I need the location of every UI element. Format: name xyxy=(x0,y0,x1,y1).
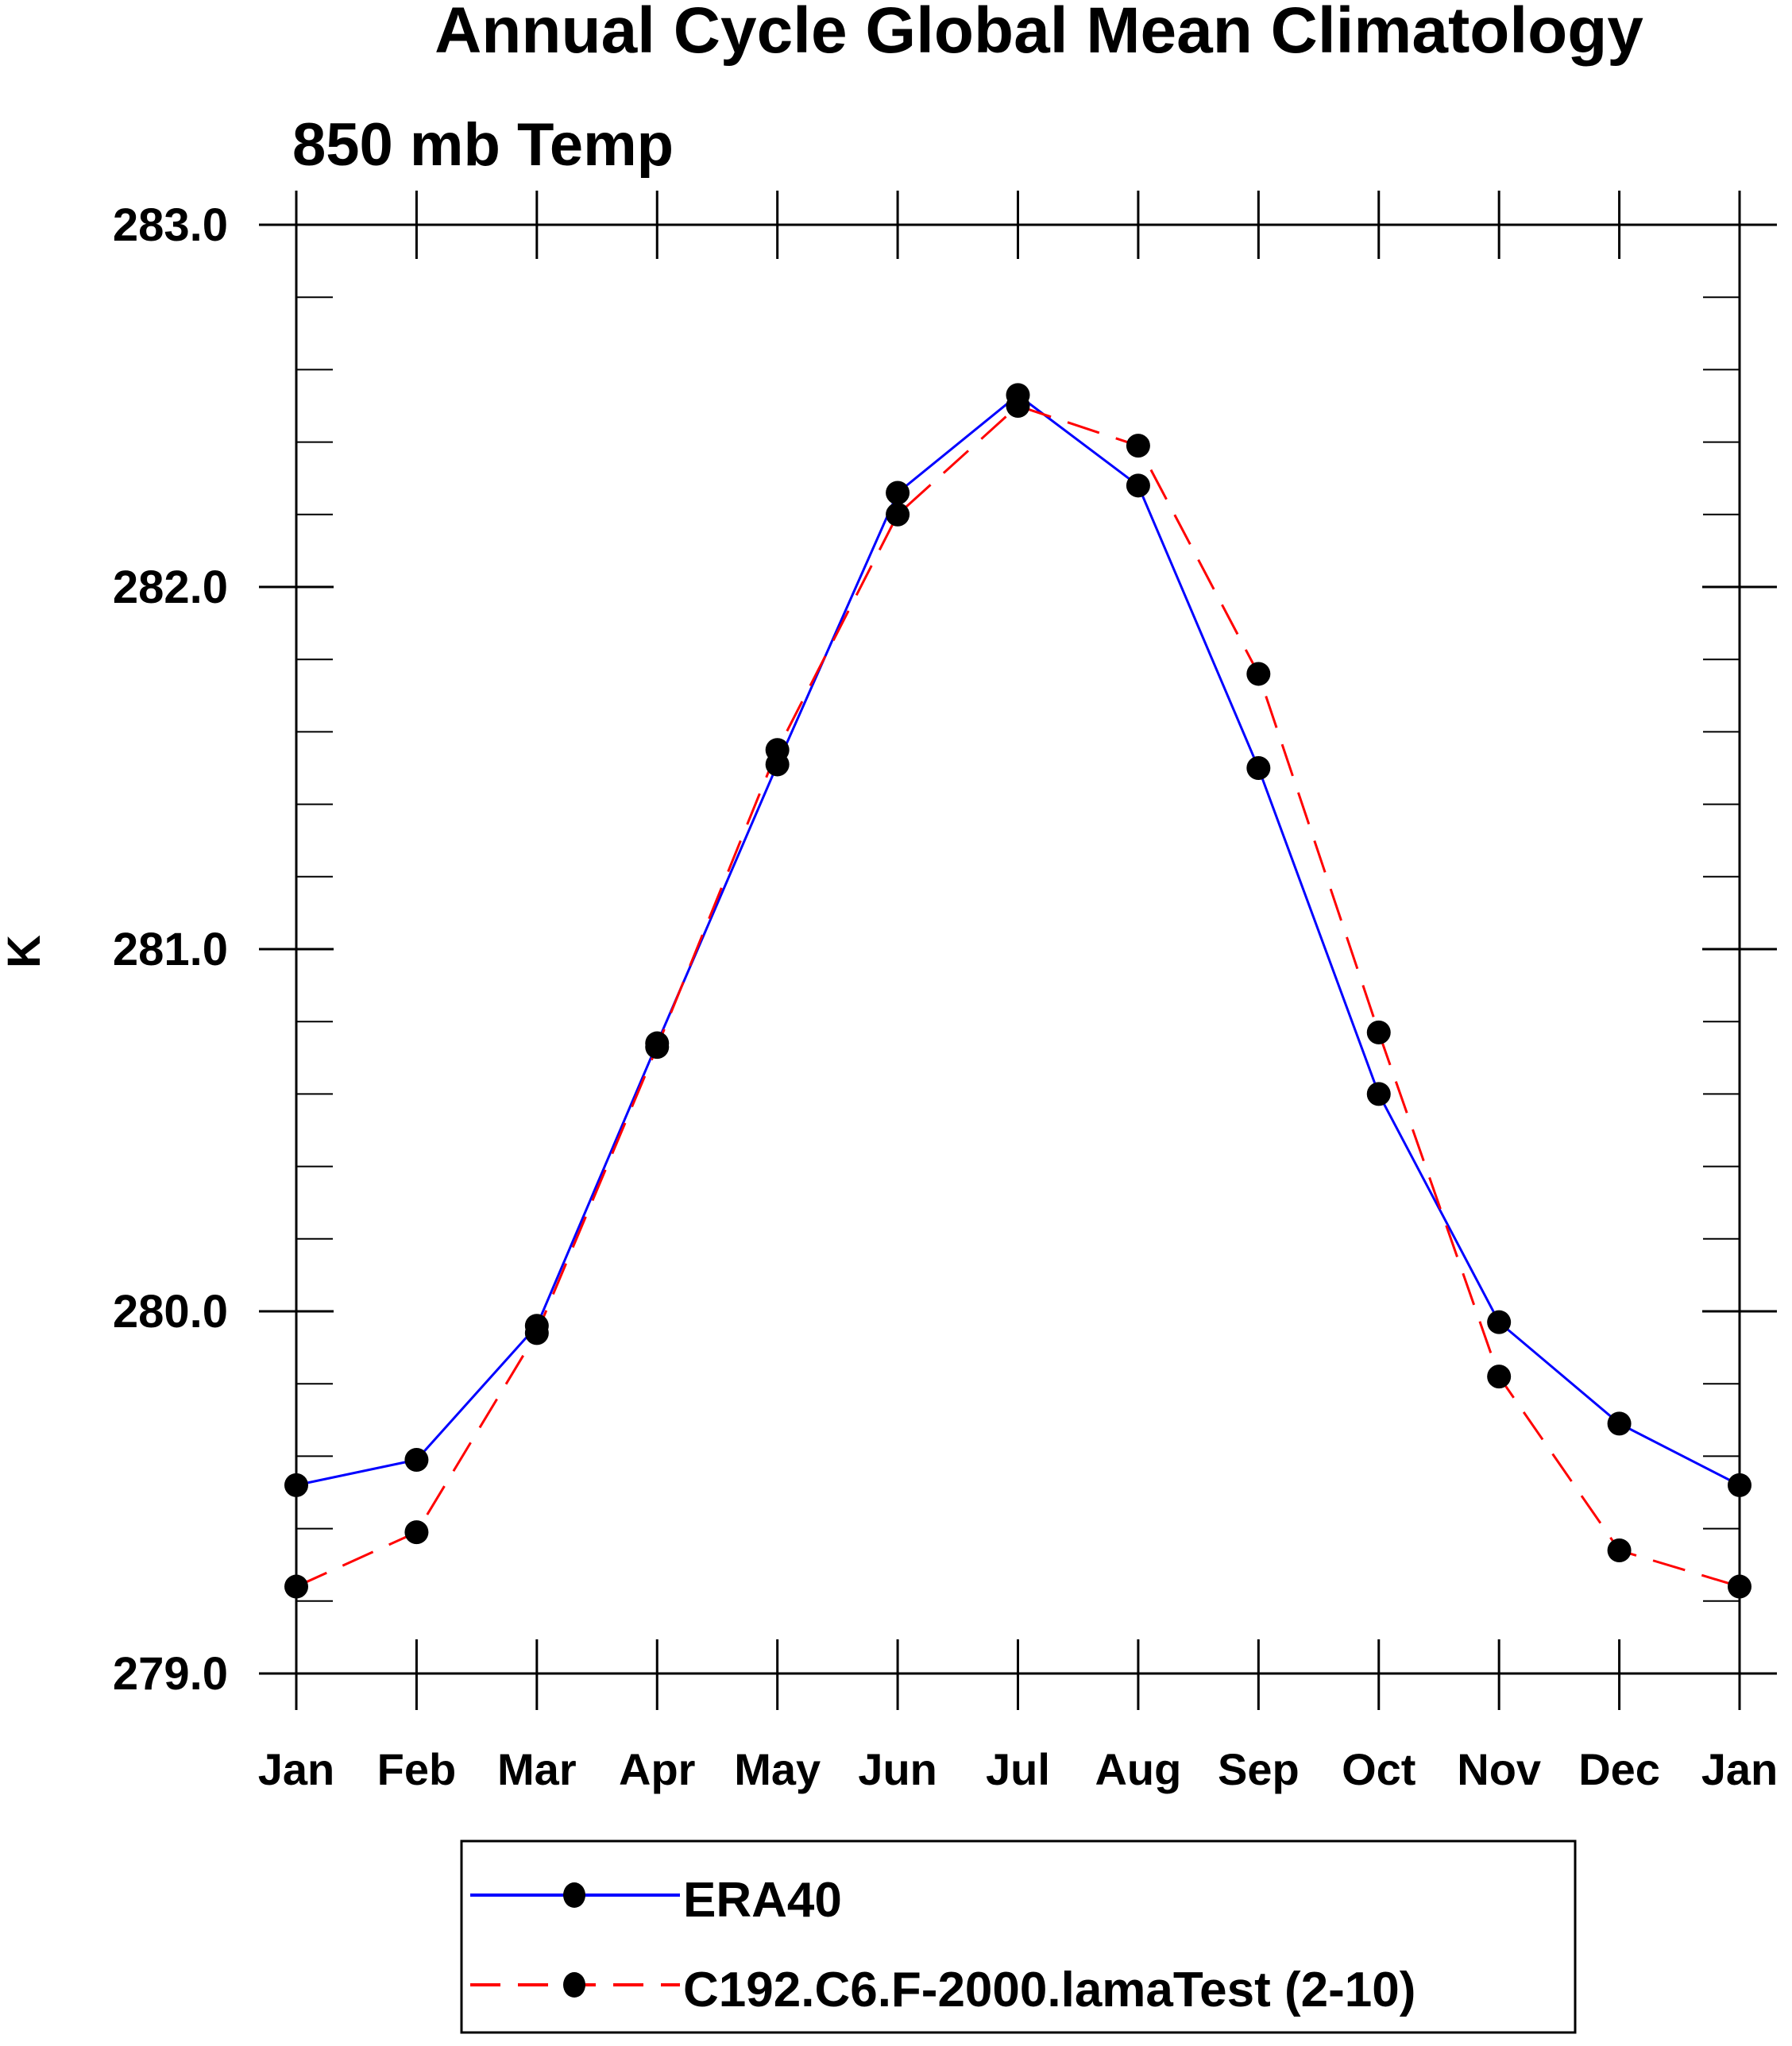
data-point-series-1 xyxy=(1728,1574,1751,1599)
series-line-0 xyxy=(295,393,1740,1487)
x-tick-label: Feb xyxy=(377,1744,457,1794)
legend-label-1: C192.C6.F-2000.lamaTest (2-10) xyxy=(683,1963,1415,2017)
x-tick-label: Jun xyxy=(858,1744,937,1794)
legend-marker-1 xyxy=(563,1972,585,1998)
data-point-series-1 xyxy=(645,1035,670,1060)
y-tick-label: 282.0 xyxy=(113,562,228,613)
x-tick-label: Dec xyxy=(1578,1744,1660,1794)
data-point-series-0 xyxy=(1126,473,1150,498)
x-tick-label: Jan xyxy=(258,1744,335,1794)
x-tick-label: Jan xyxy=(1701,1744,1778,1794)
data-point-series-0 xyxy=(1487,1310,1512,1334)
data-point-series-1 xyxy=(1246,662,1271,686)
x-tick-label: May xyxy=(734,1744,821,1794)
plot-frame xyxy=(295,223,1741,1675)
data-point-series-1 xyxy=(1607,1538,1632,1562)
data-point-series-0 xyxy=(1607,1411,1632,1436)
legend-label-0: ERA40 xyxy=(683,1873,842,1928)
data-point-series-1 xyxy=(1006,394,1030,418)
y-tick-label: 281.0 xyxy=(113,924,228,975)
data-point-series-0 xyxy=(1728,1473,1751,1497)
legend-marker-0 xyxy=(563,1882,585,1908)
y-tick-label: 279.0 xyxy=(113,1648,228,1700)
y-axis-label: K xyxy=(0,935,50,968)
x-tick-label: Jul xyxy=(986,1744,1050,1794)
x-tick-label: Oct xyxy=(1342,1744,1415,1794)
data-point-series-1 xyxy=(1366,1020,1391,1044)
series-line-1 xyxy=(295,404,1740,1588)
x-tick-label: Apr xyxy=(619,1744,695,1794)
data-point-series-1 xyxy=(1126,434,1150,458)
data-point-series-1 xyxy=(1487,1365,1512,1389)
chart-subtitle: 850 mb Temp xyxy=(292,111,674,179)
data-point-series-0 xyxy=(404,1447,429,1472)
y-tick-label: 280.0 xyxy=(113,1286,228,1338)
x-tick-label: Aug xyxy=(1095,1744,1181,1794)
legend-box xyxy=(460,1839,1577,2034)
data-point-series-1 xyxy=(404,1520,429,1545)
data-point-series-0 xyxy=(886,481,910,505)
x-tick-label: Nov xyxy=(1457,1744,1541,1794)
data-point-series-1 xyxy=(284,1574,308,1599)
chart-title: Annual Cycle Global Mean Climatology xyxy=(434,0,1643,67)
data-point-series-0 xyxy=(284,1473,308,1497)
legend: ERA40 C192.C6.F-2000.lamaTest (2-10) xyxy=(460,1839,1577,2034)
x-tick-label: Sep xyxy=(1218,1744,1300,1794)
y-tick-label: 283.0 xyxy=(113,199,228,251)
x-tick-label: Mar xyxy=(497,1744,577,1794)
data-point-series-0 xyxy=(1366,1082,1391,1106)
data-point-series-1 xyxy=(886,502,910,527)
data-point-series-0 xyxy=(1246,756,1271,780)
data-point-series-1 xyxy=(765,738,790,762)
data-point-series-1 xyxy=(524,1321,549,1345)
